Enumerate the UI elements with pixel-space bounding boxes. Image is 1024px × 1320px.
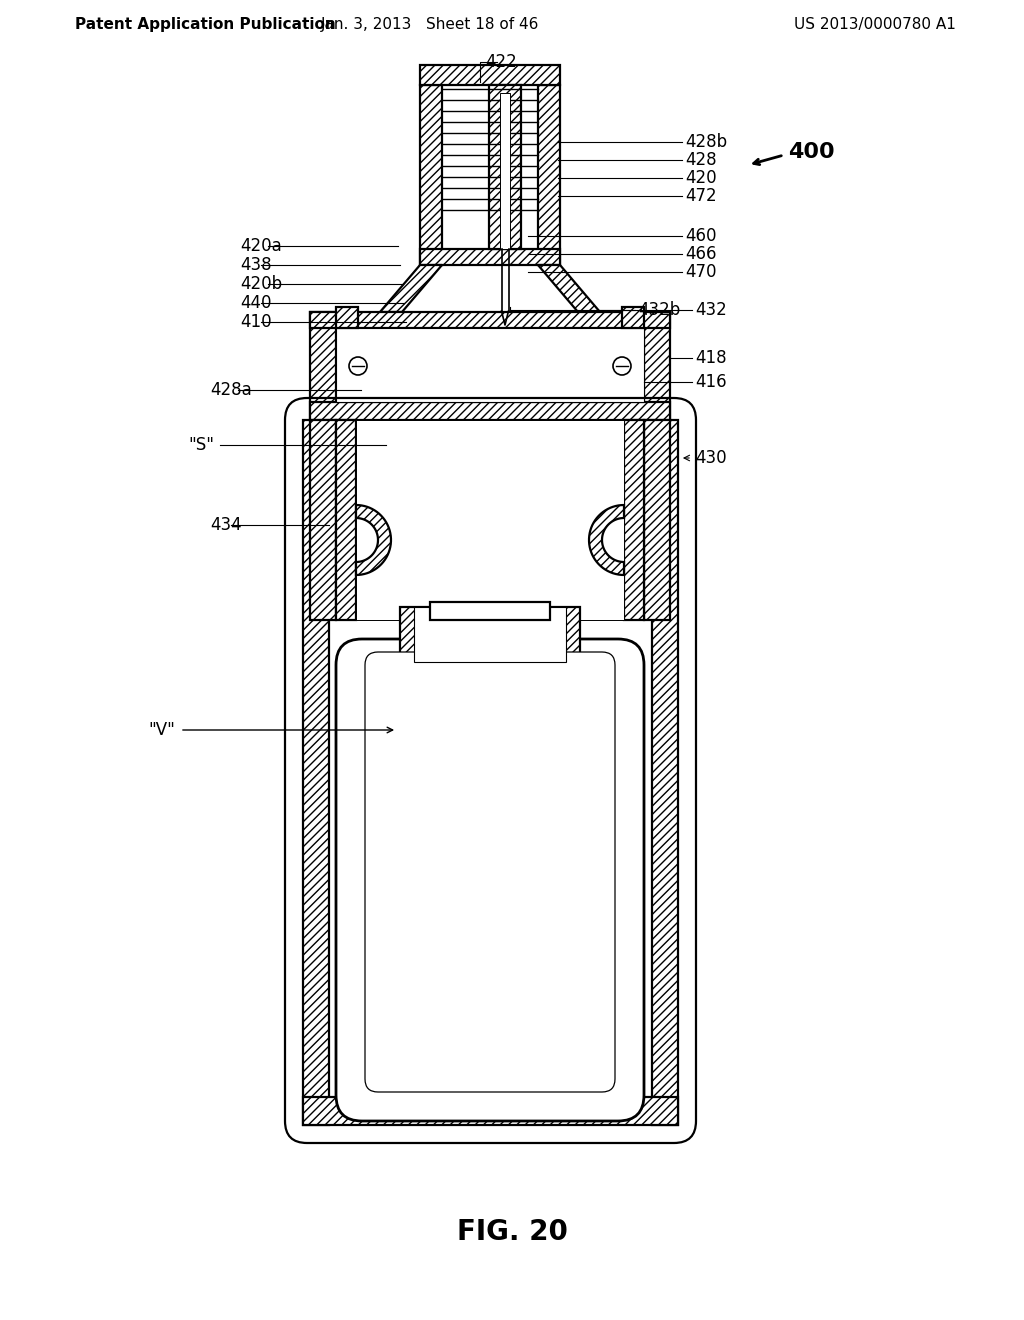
- Text: 428: 428: [685, 150, 717, 169]
- Ellipse shape: [613, 356, 631, 375]
- Polygon shape: [489, 84, 521, 249]
- Polygon shape: [303, 1097, 678, 1125]
- Text: 432b: 432b: [638, 301, 680, 319]
- Text: 416: 416: [695, 374, 727, 391]
- Polygon shape: [356, 420, 624, 620]
- Polygon shape: [420, 65, 560, 84]
- Polygon shape: [336, 327, 644, 403]
- Polygon shape: [538, 265, 600, 312]
- Text: "S": "S": [188, 436, 214, 454]
- Text: 422: 422: [485, 53, 517, 71]
- Polygon shape: [589, 506, 624, 576]
- Text: 432: 432: [695, 301, 727, 319]
- Text: 428a: 428a: [210, 381, 252, 399]
- Text: FIG. 20: FIG. 20: [457, 1218, 567, 1246]
- Polygon shape: [380, 265, 442, 312]
- Text: Jan. 3, 2013   Sheet 18 of 46: Jan. 3, 2013 Sheet 18 of 46: [321, 16, 540, 32]
- Polygon shape: [500, 92, 510, 249]
- Polygon shape: [336, 308, 358, 327]
- Polygon shape: [420, 84, 442, 265]
- Text: 460: 460: [685, 227, 717, 246]
- Text: 472: 472: [685, 187, 717, 205]
- Text: 428b: 428b: [685, 133, 727, 150]
- Polygon shape: [356, 506, 391, 576]
- Text: "V": "V": [148, 721, 175, 739]
- Text: 434: 434: [210, 516, 242, 535]
- Polygon shape: [310, 312, 670, 327]
- Text: 420b: 420b: [240, 275, 283, 293]
- Polygon shape: [622, 308, 644, 327]
- Polygon shape: [303, 420, 329, 1125]
- Ellipse shape: [349, 356, 367, 375]
- Text: US 2013/0000780 A1: US 2013/0000780 A1: [794, 16, 956, 32]
- Text: 466: 466: [685, 246, 717, 263]
- Polygon shape: [310, 312, 336, 420]
- Text: 420a: 420a: [240, 238, 282, 255]
- Polygon shape: [310, 420, 336, 620]
- Text: Patent Application Publication: Patent Application Publication: [75, 16, 336, 32]
- Polygon shape: [644, 312, 670, 420]
- Polygon shape: [644, 420, 670, 620]
- Polygon shape: [310, 403, 670, 420]
- Polygon shape: [652, 420, 678, 1125]
- Polygon shape: [624, 420, 644, 620]
- Text: 438: 438: [240, 256, 271, 275]
- Polygon shape: [414, 607, 566, 663]
- FancyBboxPatch shape: [365, 652, 615, 1092]
- Text: 430: 430: [695, 449, 727, 467]
- Polygon shape: [400, 607, 580, 663]
- Text: 470: 470: [685, 263, 717, 281]
- Polygon shape: [430, 602, 550, 620]
- Text: 410: 410: [240, 313, 271, 331]
- Text: 420: 420: [685, 169, 717, 187]
- Text: 418: 418: [695, 348, 727, 367]
- Text: 440: 440: [240, 294, 271, 312]
- Polygon shape: [420, 249, 560, 265]
- Polygon shape: [336, 420, 356, 620]
- Polygon shape: [538, 84, 560, 265]
- Text: 400: 400: [788, 143, 835, 162]
- FancyBboxPatch shape: [336, 639, 644, 1121]
